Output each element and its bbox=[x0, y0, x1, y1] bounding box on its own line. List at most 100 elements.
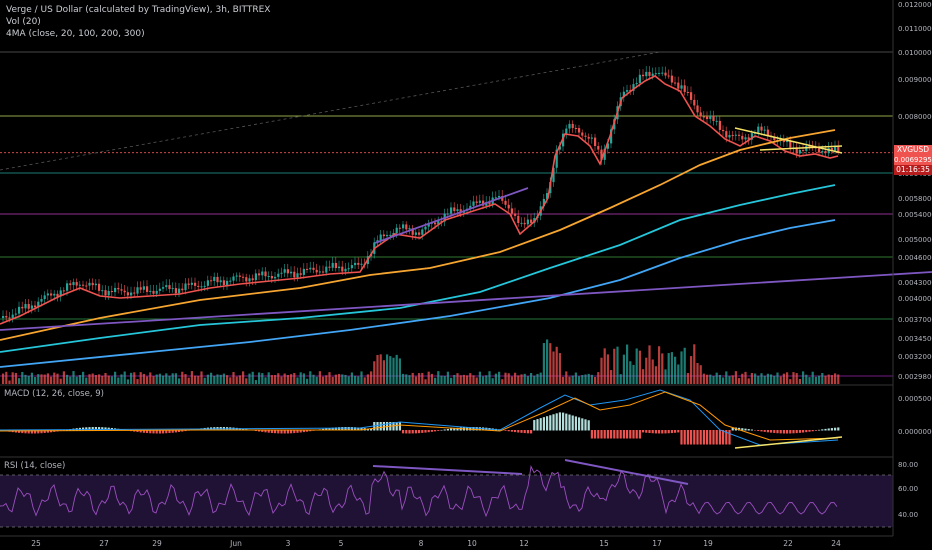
macd-histogram-bar bbox=[741, 428, 744, 431]
candle-body bbox=[338, 266, 341, 269]
macd-histogram-bar bbox=[434, 430, 437, 432]
time-axis-label: Jun bbox=[229, 539, 242, 548]
macd-histogram-bar bbox=[366, 428, 369, 431]
macd-histogram-bar bbox=[94, 427, 97, 431]
volume-bar bbox=[757, 375, 760, 384]
volume-bar bbox=[126, 379, 129, 384]
macd-histogram-bar bbox=[613, 430, 616, 439]
horizontal-levels bbox=[0, 51, 893, 377]
volume-bar bbox=[802, 371, 805, 384]
volume-bar bbox=[94, 375, 97, 384]
time-axis-label: 27 bbox=[99, 539, 109, 548]
volume-bar bbox=[837, 374, 840, 384]
volume-bar bbox=[341, 374, 344, 384]
candle-body bbox=[88, 282, 91, 286]
macd-histogram-bar bbox=[546, 416, 549, 431]
candle-body bbox=[434, 222, 437, 225]
candle-body bbox=[789, 141, 792, 148]
macd-histogram-bar bbox=[46, 430, 49, 433]
candle-body bbox=[546, 193, 549, 199]
macd-histogram-bar bbox=[757, 430, 760, 431]
candle-body bbox=[750, 133, 753, 140]
macd-histogram-bar bbox=[261, 430, 264, 432]
volume-bar bbox=[786, 372, 789, 384]
candle-body bbox=[757, 126, 760, 133]
price-axis-label: 0.00430000 bbox=[898, 279, 932, 287]
candle-body bbox=[290, 271, 293, 274]
macd-histogram-bar bbox=[18, 430, 21, 433]
volume-bar bbox=[702, 373, 705, 384]
candle-body bbox=[469, 205, 472, 209]
volume-bar bbox=[482, 376, 485, 384]
macd-histogram-bar bbox=[517, 430, 520, 433]
volume-bar bbox=[402, 373, 405, 384]
channel-trend-line bbox=[374, 187, 529, 244]
candle-body bbox=[798, 149, 801, 154]
volume-bar bbox=[59, 378, 62, 384]
macd-histogram-bar bbox=[715, 430, 718, 445]
candle-body bbox=[642, 74, 645, 77]
candle-body bbox=[834, 146, 837, 151]
macd-histogram-bar bbox=[171, 430, 174, 433]
macd-histogram-bar bbox=[642, 430, 645, 433]
volume-bar bbox=[398, 358, 401, 384]
volume-bar bbox=[363, 377, 366, 384]
volume-bar bbox=[638, 350, 641, 384]
volume-bar bbox=[584, 374, 587, 384]
trend-drawings bbox=[0, 51, 932, 331]
volume-bar bbox=[322, 376, 325, 384]
macd-histogram-bar bbox=[155, 430, 158, 434]
long-trend-line bbox=[0, 271, 932, 331]
candle-body bbox=[123, 290, 126, 293]
volume-bar bbox=[546, 339, 549, 384]
volume-bar bbox=[830, 375, 833, 384]
candle-body bbox=[648, 71, 651, 76]
volume-bar bbox=[66, 374, 69, 384]
macd-histogram-bar bbox=[629, 430, 632, 439]
volume-bar bbox=[491, 378, 494, 384]
volume-bar bbox=[594, 376, 597, 384]
macd-histogram-bar bbox=[402, 430, 405, 434]
candle-body bbox=[603, 148, 606, 160]
macd-histogram-bar bbox=[648, 430, 651, 434]
macd-histogram-bar bbox=[306, 430, 309, 432]
volume-bar bbox=[142, 373, 145, 384]
macd-histogram-bar bbox=[354, 427, 357, 431]
price-axis-label: 0.00580000 bbox=[898, 195, 932, 203]
candle-body bbox=[219, 280, 222, 283]
candle-body bbox=[488, 202, 491, 205]
volume-bar bbox=[555, 346, 558, 384]
volume-bar bbox=[366, 374, 369, 384]
candle-body bbox=[94, 283, 97, 286]
macd-histogram-bar bbox=[603, 430, 606, 439]
volume-bar bbox=[766, 373, 769, 384]
macd-histogram-bar bbox=[766, 430, 769, 433]
volume-bar bbox=[210, 372, 213, 384]
macd-histogram-bar bbox=[504, 430, 507, 431]
volume-bar bbox=[158, 373, 161, 384]
candle-body bbox=[414, 232, 417, 235]
candle-body bbox=[82, 284, 85, 286]
macd-histogram-bar bbox=[341, 427, 344, 431]
macd-histogram-bar bbox=[174, 430, 177, 433]
macd-histogram-bar bbox=[136, 430, 139, 433]
candle-body bbox=[574, 127, 577, 129]
volume-bar bbox=[117, 377, 120, 384]
volume-bar bbox=[661, 353, 664, 384]
volume-bar bbox=[242, 371, 245, 384]
volume-bar bbox=[299, 372, 302, 384]
candle-body bbox=[315, 269, 318, 273]
candle-body bbox=[411, 228, 414, 235]
rsi-label: RSI (14, close) bbox=[4, 461, 66, 471]
last-price-tag: 0.00692954 bbox=[894, 155, 932, 165]
macd-histogram-bar bbox=[472, 427, 475, 431]
candle-body bbox=[520, 222, 523, 224]
volume-bar bbox=[462, 374, 465, 384]
ma100-line bbox=[0, 129, 836, 341]
candle-body bbox=[584, 135, 587, 137]
candle-body bbox=[200, 286, 203, 288]
volume-bar bbox=[629, 361, 632, 384]
volume-bar bbox=[434, 377, 437, 384]
candle-body bbox=[43, 295, 46, 299]
